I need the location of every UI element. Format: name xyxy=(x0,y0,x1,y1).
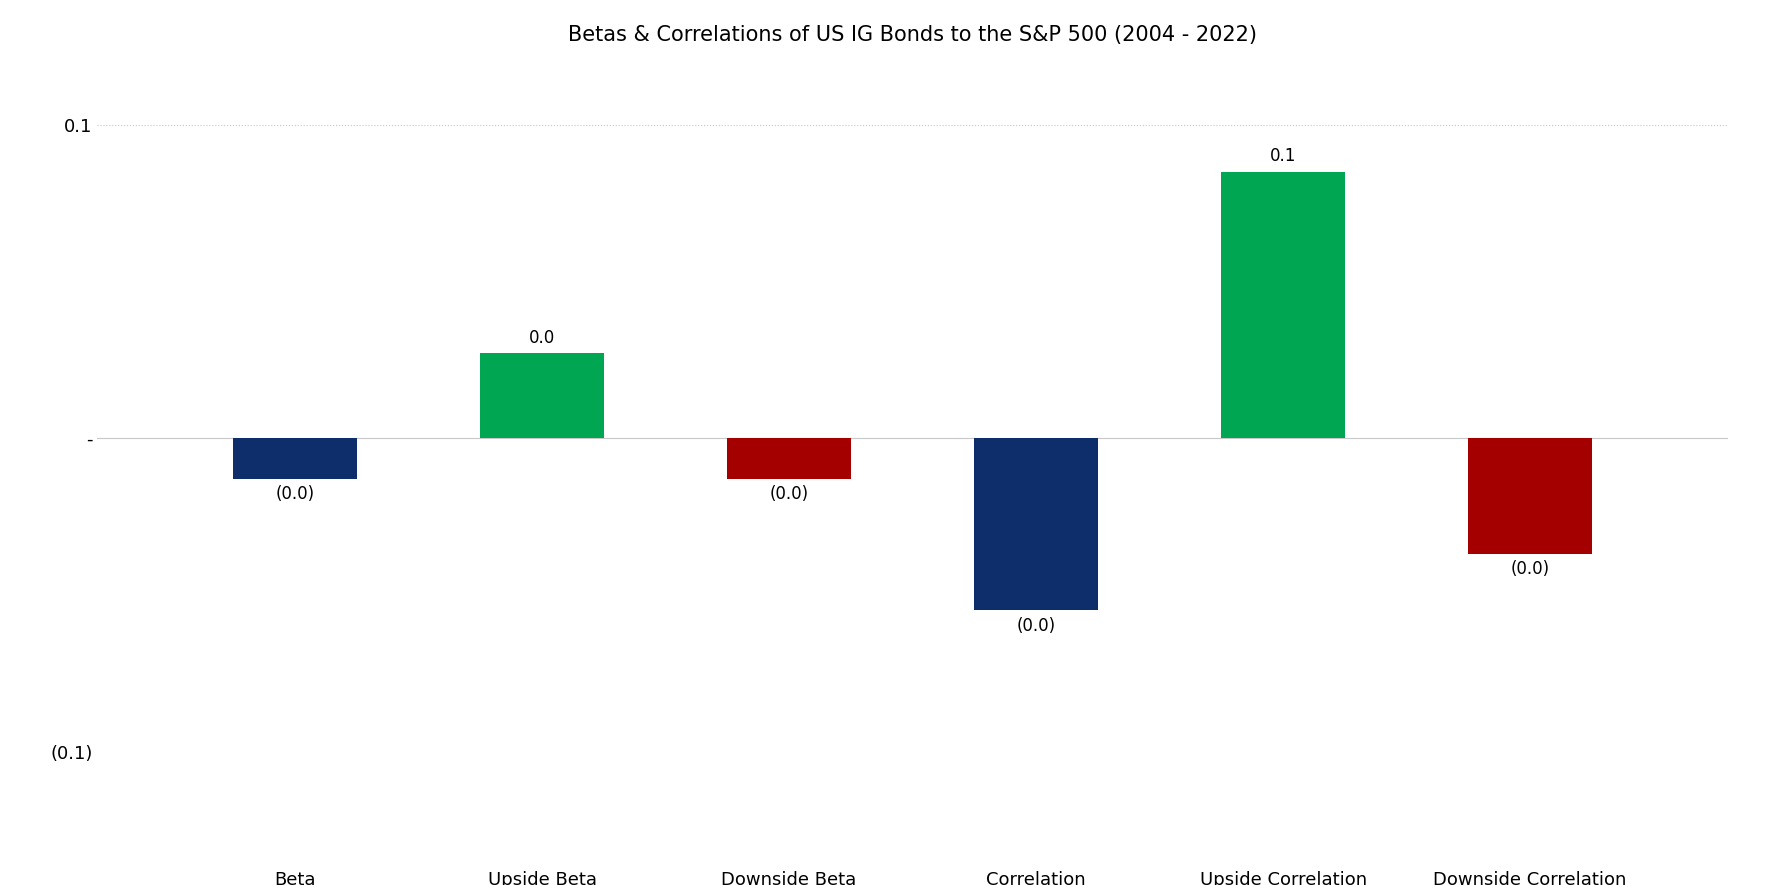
Text: 0.0: 0.0 xyxy=(530,329,555,347)
Text: Correlation: Correlation xyxy=(987,871,1086,885)
Text: Upside Beta: Upside Beta xyxy=(487,871,597,885)
Bar xyxy=(727,438,851,479)
Bar xyxy=(234,438,356,479)
Bar xyxy=(480,353,604,438)
Text: Beta: Beta xyxy=(275,871,315,885)
Text: Upside Correlation: Upside Correlation xyxy=(1200,871,1366,885)
Text: Downside Beta: Downside Beta xyxy=(721,871,856,885)
Text: (0.0): (0.0) xyxy=(769,485,808,503)
Text: (0.0): (0.0) xyxy=(275,485,315,503)
Bar xyxy=(975,438,1099,611)
Text: (0.0): (0.0) xyxy=(1017,617,1056,635)
Bar xyxy=(1221,172,1345,438)
Bar xyxy=(1469,438,1591,554)
Title: Betas & Correlations of US IG Bonds to the S&P 500 (2004 - 2022): Betas & Correlations of US IG Bonds to t… xyxy=(569,25,1256,45)
Text: 0.1: 0.1 xyxy=(1271,148,1297,165)
Text: Downside Correlation: Downside Correlation xyxy=(1434,871,1627,885)
Text: (0.0): (0.0) xyxy=(1510,560,1550,578)
